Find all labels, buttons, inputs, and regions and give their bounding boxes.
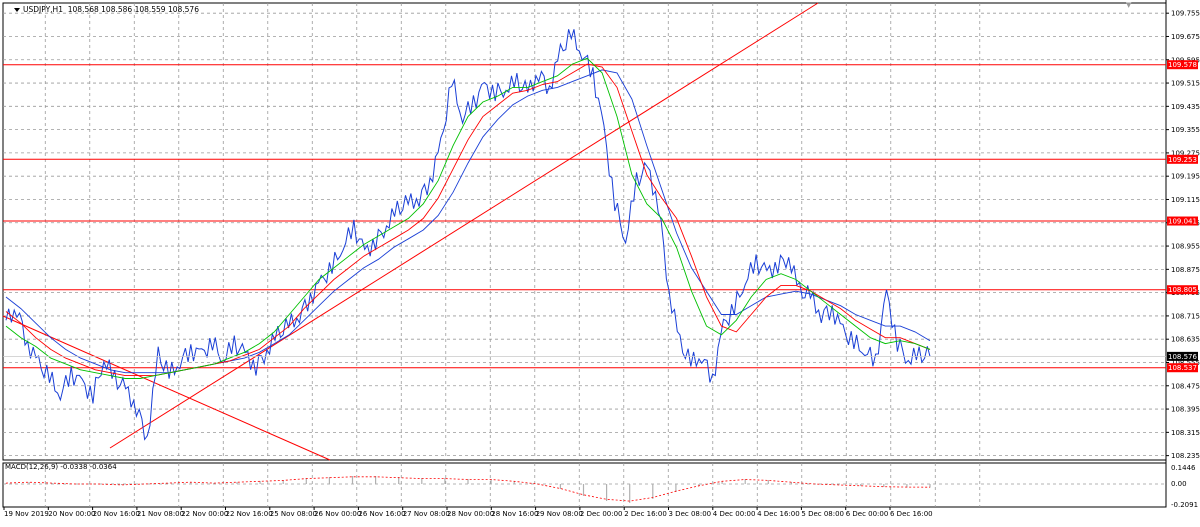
level-price-badge [1167, 363, 1198, 373]
level-price-badge [1167, 216, 1198, 226]
price-tick-label: 108.475 [1171, 382, 1200, 390]
macd-tick-label: -0.2091 [1171, 501, 1198, 509]
price-tick-label: 108.315 [1171, 429, 1200, 437]
symbol-info: USDJPY,H1 108.568 108.586 108.559 108.57… [14, 5, 199, 14]
moving-average-medium [5, 63, 931, 377]
macd-tick-label: 0.1446 [1171, 464, 1196, 472]
time-tick-label: 22 Nov 16:00 [226, 510, 273, 518]
time-tick-label: 4 Dec 00:00 [713, 510, 756, 518]
moving-average-fast [5, 57, 931, 379]
level-price-label: 109.253 [1168, 156, 1197, 164]
time-tick-label: 6 Dec 16:00 [890, 510, 933, 518]
time-tick-label: 2 Dec 00:00 [580, 510, 623, 518]
macd-tick-label: 0.00 [1171, 480, 1187, 488]
main-plot-frame [2, 2, 1167, 461]
price-tick-label: 108.235 [1171, 452, 1200, 460]
time-tick-label: 25 Nov 08:00 [270, 510, 317, 518]
time-tick-label: 20 Nov 00:00 [48, 510, 95, 518]
price-tick-label: 108.635 [1171, 336, 1200, 344]
time-tick-label: 4 Dec 16:00 [757, 510, 800, 518]
price-tick-label: 109.115 [1171, 196, 1200, 204]
time-tick-label: 26 Nov 16:00 [358, 510, 405, 518]
level-price-badge [1167, 60, 1198, 70]
chart-shift-icon[interactable]: ▼ [1126, 1, 1132, 9]
time-tick-label: 29 Nov 08:00 [536, 510, 583, 518]
macd-plot-frame [2, 462, 1167, 508]
time-tick-label: 20 Nov 16:00 [93, 510, 140, 518]
price-tick-label: 109.195 [1171, 173, 1200, 181]
level-price-badge [1167, 285, 1198, 295]
price-tick-label: 108.555 [1171, 359, 1200, 367]
time-tick-label: 3 Dec 08:00 [669, 510, 712, 518]
time-tick-label: 28 Nov 00:00 [447, 510, 494, 518]
time-tick-label: 2 Dec 16:00 [624, 510, 667, 518]
price-tick-label: 109.355 [1171, 126, 1200, 134]
uptrend-line[interactable] [109, 2, 819, 449]
time-tick-label: 19 Nov 2019 [4, 510, 49, 518]
price-tick-label: 108.715 [1171, 312, 1200, 320]
current-price-label: 108.576 [1168, 353, 1197, 361]
level-price-badge [1167, 154, 1198, 164]
level-price-label: 108.537 [1168, 364, 1197, 372]
current-price-badge [1167, 351, 1198, 361]
time-tick-label: 21 Nov 08:00 [137, 510, 184, 518]
time-tick-label: 26 Nov 00:00 [314, 510, 361, 518]
level-price-label: 108.805 [1168, 286, 1197, 294]
downtrend-line[interactable] [2, 315, 331, 461]
macd-indicator-label: MACD(12,26,9) -0.0338 -0.0364 [5, 463, 117, 471]
time-tick-label: 22 Nov 00:00 [181, 510, 228, 518]
price-tick-label: 109.675 [1171, 33, 1200, 41]
level-price-label: 109.041 [1168, 218, 1197, 226]
price-line [5, 29, 931, 441]
time-tick-label: 28 Nov 16:00 [491, 510, 538, 518]
price-tick-label: 108.395 [1171, 406, 1200, 414]
price-tick-label: 109.515 [1171, 80, 1200, 88]
time-tick-label: 6 Dec 00:00 [846, 510, 889, 518]
time-tick-label: 5 Dec 08:00 [801, 510, 844, 518]
collapse-arrow-icon[interactable] [14, 8, 20, 12]
price-tick-label: 109.755 [1171, 10, 1200, 18]
moving-average-slow [5, 69, 931, 374]
price-tick-label: 108.875 [1171, 266, 1200, 274]
price-tick-label: 109.275 [1171, 149, 1200, 157]
price-tick-label: 109.435 [1171, 103, 1200, 111]
time-tick-label: 27 Nov 08:00 [403, 510, 450, 518]
level-price-label: 109.578 [1168, 61, 1197, 69]
ohlc-values: 108.568 108.586 108.559 108.576 [67, 5, 199, 14]
symbol-name: USDJPY,H1 [23, 5, 63, 14]
price-tick-label: 108.955 [1171, 243, 1200, 251]
